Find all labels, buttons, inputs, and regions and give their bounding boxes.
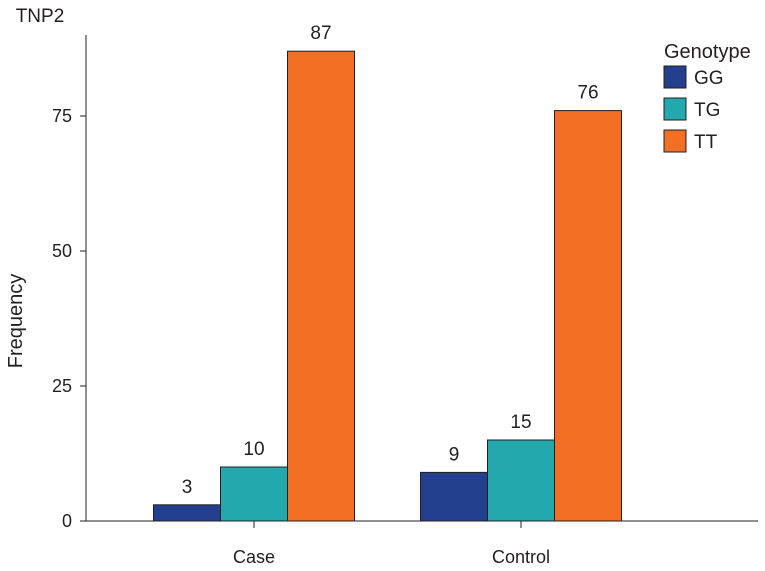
bar-control-tt [554,110,622,522]
legend-swatch-tg [663,97,687,121]
y-tick-label: 75 [52,106,72,126]
bar-case-tg [220,466,288,522]
data-label-case-tt: 87 [310,23,331,44]
legend-swatch-tt [663,129,687,153]
data-label-control-tt: 76 [577,83,598,104]
data-label-case-gg: 3 [182,477,193,498]
bar-case-tt [287,50,355,522]
y-tick-label: 50 [52,241,72,261]
bar-control-tg [487,439,555,522]
y-tick-label: 25 [52,376,72,396]
legend-swatch-gg [663,65,687,89]
y-axis-title: Frequency [5,274,27,369]
legend-label-tg: TG [694,100,720,121]
data-label-case-tg: 10 [243,439,264,460]
bar-control-gg [420,471,488,522]
chart-title: TNP2 [16,6,65,27]
x-tick-label-control: Control [492,547,550,567]
legend-title: Genotype [664,41,751,63]
y-tick-label: 0 [62,511,72,531]
legend-label-tt: TT [694,132,718,153]
legend-label-gg: GG [694,68,724,89]
data-label-control-tg: 15 [510,412,531,433]
x-tick-label-case: Case [233,547,275,567]
bar-case-gg [153,504,221,522]
data-label-control-gg: 9 [449,444,460,465]
